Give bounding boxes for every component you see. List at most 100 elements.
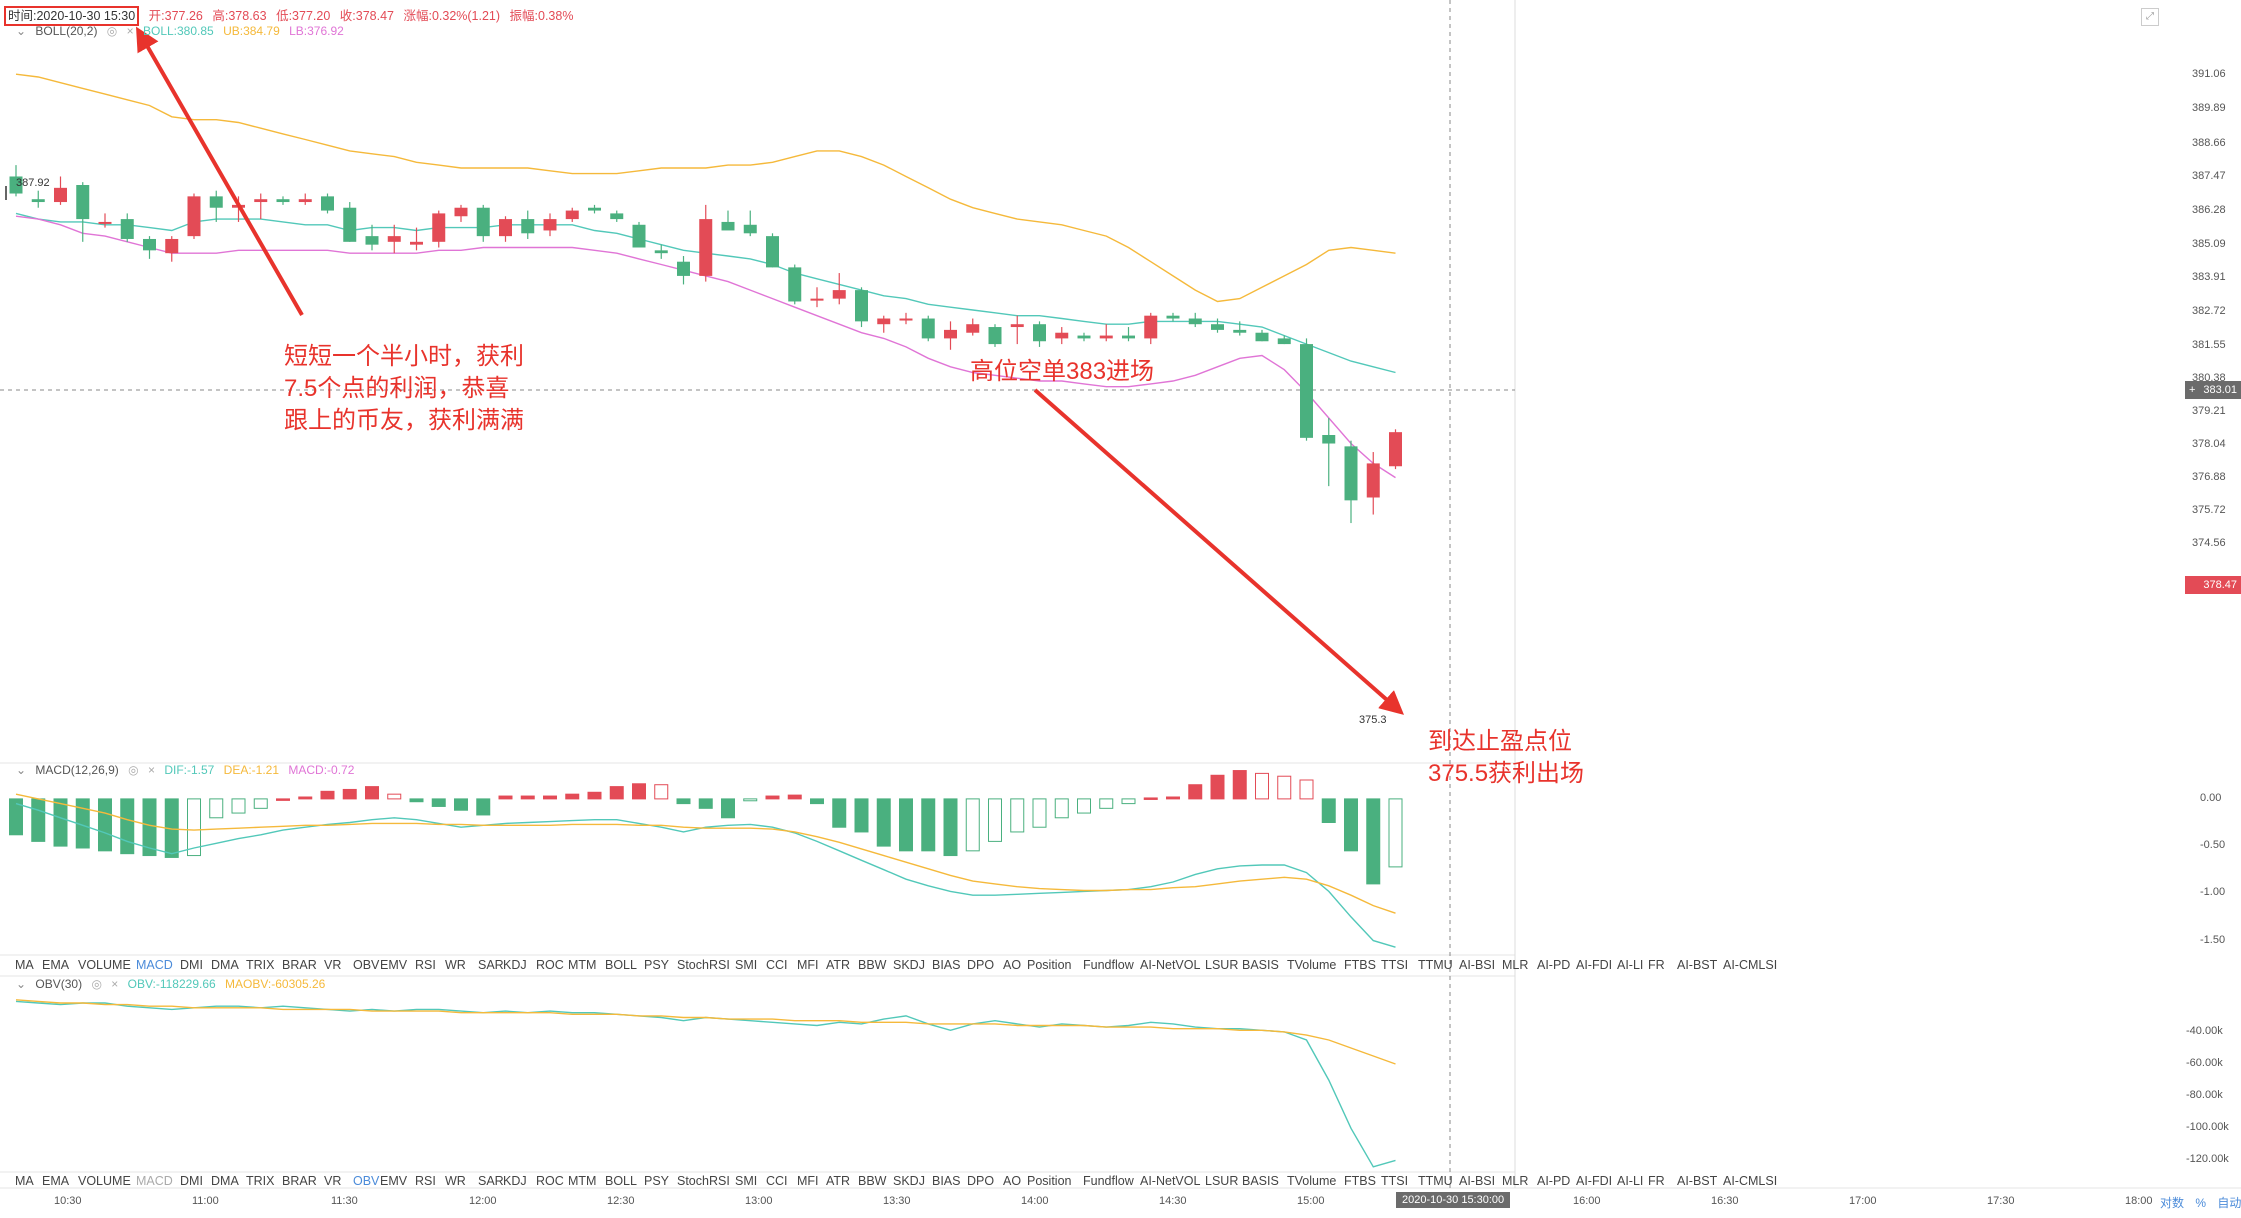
indicator-tab-dpo[interactable]: DPO [967,958,995,972]
indicator-tab-ttsi[interactable]: TTSI [1381,1174,1409,1188]
chevron-down-icon[interactable]: ⌄ [16,24,27,38]
indicator-tab-mlr[interactable]: MLR [1502,958,1529,972]
indicator-tab-vr[interactable]: VR [324,1174,342,1188]
indicator-tab-ttsi[interactable]: TTSI [1381,958,1409,972]
indicator-tab-roc[interactable]: ROC [536,958,564,972]
indicator-tab-ai-li[interactable]: AI-LI [1617,1174,1644,1188]
indicator-tab-smi[interactable]: SMI [735,958,758,972]
close-icon[interactable]: × [126,24,134,38]
indicator-tab-wr[interactable]: WR [445,958,466,972]
indicator-tab-atr[interactable]: ATR [826,1174,851,1188]
indicator-tab-fr[interactable]: FR [1648,1174,1665,1188]
indicator-tab-mfi[interactable]: MFI [797,1174,819,1188]
indicator-tab-ao[interactable]: AO [1003,1174,1022,1188]
indicator-tab-kdj[interactable]: KDJ [503,958,527,972]
indicator-tab-ema[interactable]: EMA [42,1174,70,1188]
indicator-tab-basis[interactable]: BASIS [1242,1174,1279,1188]
indicator-tab-ai-bst[interactable]: AI-BST [1677,958,1718,972]
indicator-tab-lsur[interactable]: LSUR [1205,1174,1239,1188]
indicator-tab-rsi[interactable]: RSI [415,958,436,972]
indicator-tab-ai-fdi[interactable]: AI-FDI [1576,958,1613,972]
indicator-tab-roc[interactable]: ROC [536,1174,564,1188]
settings-icon[interactable]: ◎ [91,977,102,991]
indicator-tab-ai-bsi[interactable]: AI-BSI [1459,1174,1496,1188]
indicator-tab-volume[interactable]: VOLUME [78,958,131,972]
indicator-tab-fundflow[interactable]: Fundflow [1083,958,1134,972]
indicator-tab-ma[interactable]: MA [15,958,34,972]
indicator-tab-boll[interactable]: BOLL [605,1174,637,1188]
indicator-tab-ai-li[interactable]: AI-LI [1617,958,1644,972]
indicator-tab-brar[interactable]: BRAR [282,1174,317,1188]
indicator-tab-ai-pd[interactable]: AI-PD [1537,958,1571,972]
percent-scale-toggle[interactable]: % [2195,1196,2207,1210]
indicator-tab-cci[interactable]: CCI [766,958,788,972]
indicator-tab-vr[interactable]: VR [324,958,342,972]
plus-icon[interactable]: + [2189,384,2196,396]
indicator-tab-ai-fdi[interactable]: AI-FDI [1576,1174,1613,1188]
indicator-tab-ma[interactable]: MA [15,1174,34,1188]
indicator-tab-brar[interactable]: BRAR [282,958,317,972]
indicator-tab-ftbs[interactable]: FTBS [1344,1174,1376,1188]
indicator-tab-atr[interactable]: ATR [826,958,851,972]
chevron-down-icon[interactable]: ⌄ [16,977,27,991]
indicator-tab-boll[interactable]: BOLL [605,958,637,972]
indicator-tab-ao[interactable]: AO [1003,958,1022,972]
indicator-tab-bbw[interactable]: BBW [858,1174,887,1188]
indicator-tab-ttmu[interactable]: TTMU [1418,1174,1453,1188]
indicator-tab-psy[interactable]: PSY [644,958,670,972]
indicator-tab-fr[interactable]: FR [1648,958,1665,972]
chevron-down-icon[interactable]: ⌄ [16,763,27,777]
indicator-tab-wr[interactable]: WR [445,1174,466,1188]
indicator-tab-trix[interactable]: TRIX [246,1174,275,1188]
indicator-tab-stochrsi[interactable]: StochRSI [677,958,730,972]
indicator-tab-macd[interactable]: MACD [136,1174,173,1188]
indicator-tab-emv[interactable]: EMV [380,1174,408,1188]
indicator-tab-obv[interactable]: OBV [353,958,380,972]
indicator-tab-fundflow[interactable]: Fundflow [1083,1174,1134,1188]
indicator-tab-ai-pd[interactable]: AI-PD [1537,1174,1571,1188]
indicator-tab-ai-cmlsi[interactable]: AI-CMLSI [1723,958,1778,972]
indicator-tab-volume[interactable]: VOLUME [78,1174,131,1188]
indicator-tab-bias[interactable]: BIAS [932,958,961,972]
indicator-tab-ttmu[interactable]: TTMU [1418,958,1453,972]
indicator-tab-dma[interactable]: DMA [211,1174,239,1188]
indicator-tab-tvolume[interactable]: TVolume [1287,958,1337,972]
indicator-tab-stochrsi[interactable]: StochRSI [677,1174,730,1188]
indicator-tab-cci[interactable]: CCI [766,1174,788,1188]
indicator-tab-kdj[interactable]: KDJ [503,1174,527,1188]
indicator-tab-bbw[interactable]: BBW [858,958,887,972]
settings-icon[interactable]: ◎ [106,24,118,38]
indicator-tab-ai-bst[interactable]: AI-BST [1677,1174,1718,1188]
indicator-tab-psy[interactable]: PSY [644,1174,670,1188]
indicator-tab-dmi[interactable]: DMI [180,1174,203,1188]
close-icon[interactable]: × [111,977,119,991]
indicator-tab-mfi[interactable]: MFI [797,958,819,972]
indicator-tab-ema[interactable]: EMA [42,958,70,972]
indicator-tab-bias[interactable]: BIAS [932,1174,961,1188]
indicator-tab-ftbs[interactable]: FTBS [1344,958,1376,972]
indicator-tab-position[interactable]: Position [1027,1174,1072,1188]
settings-icon[interactable]: ◎ [128,763,139,777]
auto-scale-toggle[interactable]: 自动 [2217,1196,2241,1210]
indicator-tab-ai-netvol[interactable]: AI-NetVOL [1140,1174,1201,1188]
indicator-tab-mlr[interactable]: MLR [1502,1174,1529,1188]
indicator-tab-macd[interactable]: MACD [136,958,173,972]
close-icon[interactable]: × [147,763,155,777]
indicator-tab-obv[interactable]: OBV [353,1174,380,1188]
indicator-tab-rsi[interactable]: RSI [415,1174,436,1188]
log-scale-toggle[interactable]: 对数 [2160,1196,2185,1210]
indicator-tab-trix[interactable]: TRIX [246,958,275,972]
indicator-tab-dmi[interactable]: DMI [180,958,203,972]
indicator-tab-ai-cmlsi[interactable]: AI-CMLSI [1723,1174,1778,1188]
indicator-tab-ai-bsi[interactable]: AI-BSI [1459,958,1496,972]
indicator-tab-skdj[interactable]: SKDJ [893,1174,925,1188]
indicator-tab-emv[interactable]: EMV [380,958,408,972]
indicator-tab-sar[interactable]: SAR [478,1174,504,1188]
indicator-tab-skdj[interactable]: SKDJ [893,958,925,972]
indicator-tab-dpo[interactable]: DPO [967,1174,995,1188]
indicator-tab-mtm[interactable]: MTM [568,958,597,972]
indicator-tab-smi[interactable]: SMI [735,1174,758,1188]
indicator-tab-ai-netvol[interactable]: AI-NetVOL [1140,958,1201,972]
indicator-tab-lsur[interactable]: LSUR [1205,958,1239,972]
